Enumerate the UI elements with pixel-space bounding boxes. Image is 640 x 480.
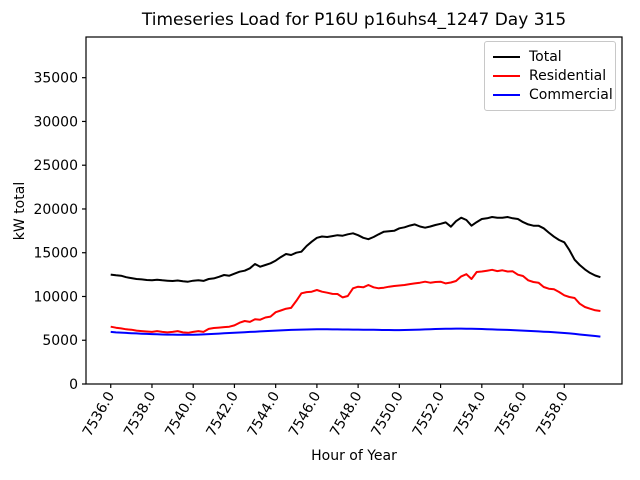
y-tick-label: 5000 [42, 333, 78, 349]
legend-item-commercial: Commercial [493, 86, 613, 105]
legend-label-commercial: Commercial [529, 87, 613, 104]
x-axis-label: Hour of Year [311, 448, 397, 464]
x-tick-label: 7540.0 [162, 389, 200, 439]
legend-label-total: Total [529, 48, 562, 65]
y-tick-label: 10000 [33, 289, 78, 305]
x-tick-label: 7554.0 [451, 389, 489, 439]
y-tick-label: 25000 [33, 158, 78, 174]
y-tick-label: 35000 [33, 71, 78, 87]
x-tick-label: 7548.0 [327, 389, 365, 439]
plot-box [85, 36, 623, 385]
x-tick-label: 7550.0 [368, 389, 406, 439]
residential-line-swatch [493, 74, 520, 77]
y-tick-label: 30000 [33, 114, 78, 130]
x-tick-label: 7556.0 [492, 389, 530, 439]
x-tick-label: 7558.0 [533, 389, 571, 439]
residential-series-line [110, 268, 601, 334]
commercial-line-swatch [493, 94, 520, 97]
commercial-series-line [110, 327, 601, 338]
legend-item-total: Total [493, 47, 607, 66]
x-tick-label: 7546.0 [286, 389, 324, 439]
legend-item-residential: Residential [493, 66, 607, 85]
x-tick-label: 7544.0 [245, 389, 283, 439]
total-series-line [110, 216, 601, 283]
total-line-swatch [493, 55, 520, 58]
y-tick-label: 0 [69, 377, 78, 393]
chart-title: Timeseries Load for P16U p16uhs4_1247 Da… [141, 10, 566, 30]
x-tick-label: 7536.0 [80, 389, 118, 439]
y-axis-label: kW total [12, 182, 28, 240]
x-tick-label: 7538.0 [121, 389, 159, 439]
y-tick-label: 15000 [33, 246, 78, 262]
y-tick-label: 20000 [33, 202, 78, 218]
x-tick-label: 7552.0 [410, 389, 448, 439]
legend: Total Residential Commercial [484, 41, 616, 111]
x-tick-label: 7542.0 [204, 389, 242, 439]
legend-label-residential: Residential [529, 67, 607, 84]
